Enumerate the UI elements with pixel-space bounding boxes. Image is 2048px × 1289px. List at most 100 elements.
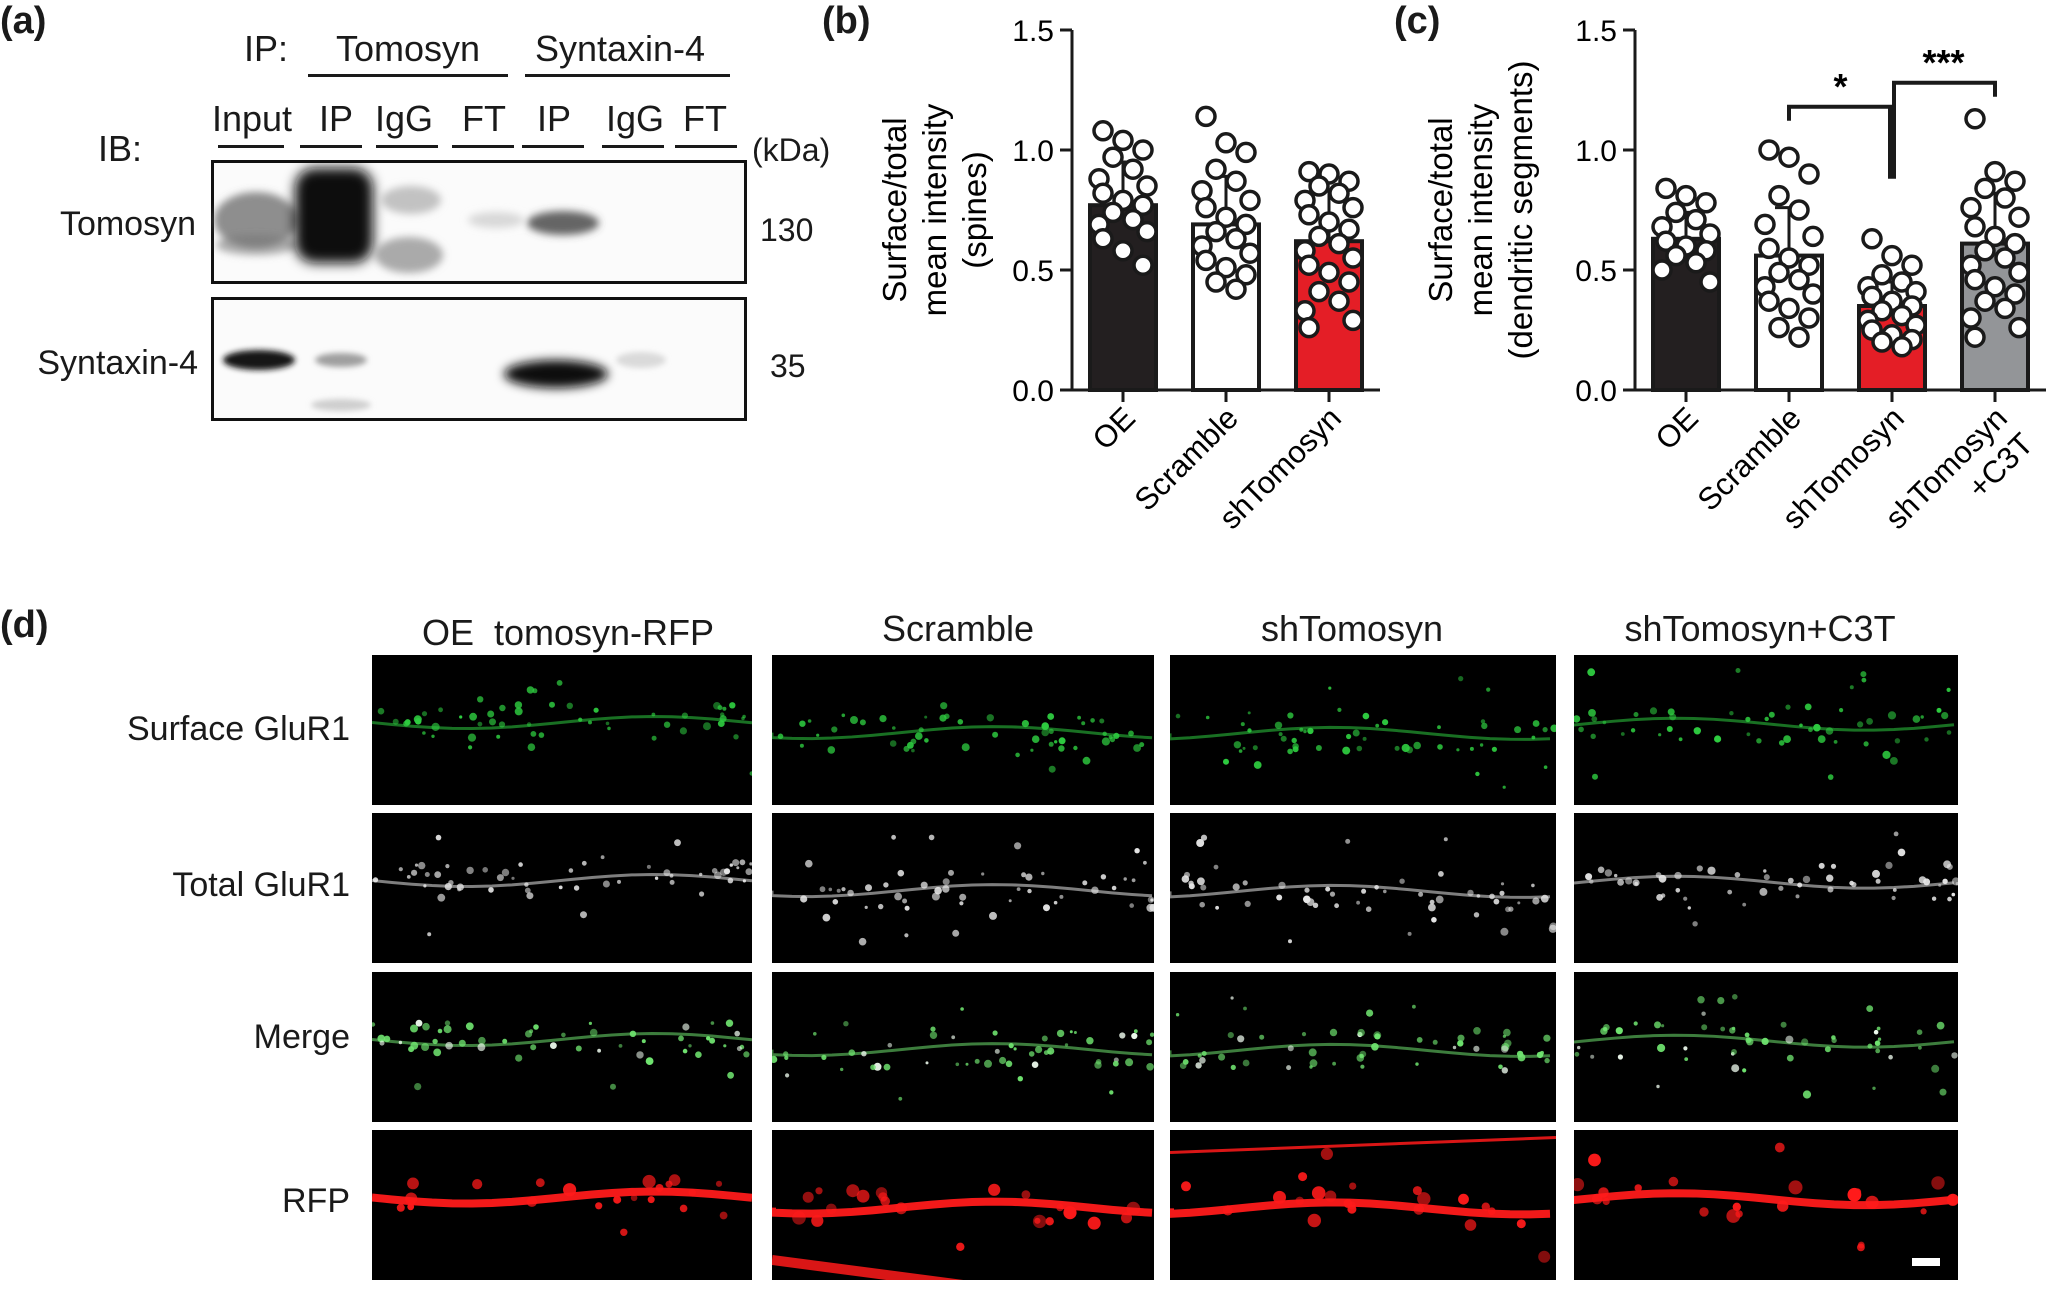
punctum [1119, 1032, 1126, 1039]
punctum [1701, 1024, 1708, 1031]
punctum [1863, 741, 1869, 747]
punctum [1371, 1043, 1379, 1051]
punctum [1374, 885, 1379, 890]
punctum [1041, 728, 1049, 737]
punctum [1357, 1028, 1365, 1037]
punctum [1298, 1172, 1308, 1182]
punctum [1588, 709, 1596, 717]
punctum [1486, 687, 1491, 692]
punctum [1543, 1034, 1551, 1042]
data-point [1788, 268, 1810, 291]
punctum [1232, 883, 1240, 891]
punctum [1872, 869, 1880, 878]
punctum [530, 1044, 537, 1051]
punctum [445, 1041, 453, 1050]
punctum [1493, 898, 1500, 905]
dendrite-signal [1574, 874, 1955, 890]
punctum [1280, 735, 1287, 742]
data-point [1122, 158, 1144, 180]
lane-underline [602, 145, 664, 148]
data-point [1754, 213, 1776, 236]
punctum [1253, 761, 1262, 769]
punctum [465, 1022, 474, 1031]
punctum [1951, 1052, 1958, 1059]
punctum [472, 1179, 483, 1190]
punctum [1095, 1059, 1102, 1065]
punctum [607, 726, 611, 731]
punctum [1802, 875, 1811, 884]
punctum [1082, 756, 1091, 765]
punctum [403, 720, 410, 727]
punctum [1683, 1046, 1688, 1051]
dendrite-signal [772, 1042, 1153, 1058]
x-tick-label: OE [1649, 400, 1705, 456]
punctum [1951, 892, 1956, 897]
punctum [1005, 1060, 1013, 1068]
punctum [840, 1067, 844, 1072]
punctum [1931, 1176, 1945, 1190]
data-point [2008, 206, 2030, 228]
punctum [1215, 905, 1219, 910]
punctum [875, 1187, 888, 1199]
punctum [414, 863, 419, 867]
punctum [411, 869, 418, 876]
punctum [1359, 1050, 1367, 1058]
punctum [858, 937, 867, 946]
punctum [1587, 668, 1596, 677]
micrograph-signal [1574, 1142, 1958, 1266]
punctum [699, 872, 703, 877]
punctum [1035, 1046, 1043, 1054]
punctum [799, 743, 804, 748]
punctum [1013, 1047, 1017, 1051]
punctum [1817, 735, 1826, 743]
data-point [1298, 316, 1320, 339]
punctum [1240, 722, 1245, 727]
data-point [1974, 290, 1996, 312]
dendrite-signal [772, 1197, 1153, 1218]
punctum [1604, 869, 1613, 877]
data-point [1891, 336, 1913, 358]
punctum [1458, 1193, 1469, 1205]
punctum [1121, 1212, 1132, 1224]
data-point [1225, 228, 1247, 250]
punctum [1602, 1197, 1610, 1206]
punctum [1742, 902, 1747, 907]
dendrite-signal [1574, 716, 1955, 732]
punctum [1031, 1061, 1039, 1068]
punctum [1839, 708, 1844, 713]
punctum [414, 1083, 422, 1091]
punctum [1320, 1147, 1333, 1160]
punctum [1196, 839, 1205, 847]
punctum [924, 715, 928, 719]
punctum [668, 1174, 681, 1186]
punctum [1658, 874, 1667, 883]
data-point [1861, 228, 1883, 250]
punctum [1205, 715, 1210, 720]
punctum [1090, 718, 1095, 723]
data-point [1235, 213, 1257, 236]
punctum [669, 879, 675, 885]
punctum [1744, 1032, 1750, 1038]
punctum [1874, 1040, 1881, 1046]
punctum [1732, 994, 1738, 1000]
punctum [904, 905, 910, 911]
punctum [1918, 1045, 1922, 1050]
data-point [1215, 132, 1237, 154]
punctum [959, 893, 967, 901]
blot-kda-130: 130 [760, 212, 814, 248]
punctum [421, 711, 428, 717]
punctum [1860, 671, 1867, 678]
punctum [1287, 748, 1293, 755]
punctum [1866, 718, 1873, 725]
data-point [1308, 225, 1330, 248]
punctum [1362, 712, 1370, 720]
y-axis-label-line: (dendritic segments) [1502, 61, 1539, 360]
punctum [1457, 1034, 1465, 1042]
punctum [1692, 921, 1698, 927]
punctum [1457, 1040, 1464, 1047]
punctum [1308, 1048, 1317, 1057]
punctum [488, 887, 494, 893]
punctum [1059, 894, 1064, 899]
y-tick-label: 1.0 [1575, 135, 1617, 168]
micrograph-image [372, 655, 752, 805]
